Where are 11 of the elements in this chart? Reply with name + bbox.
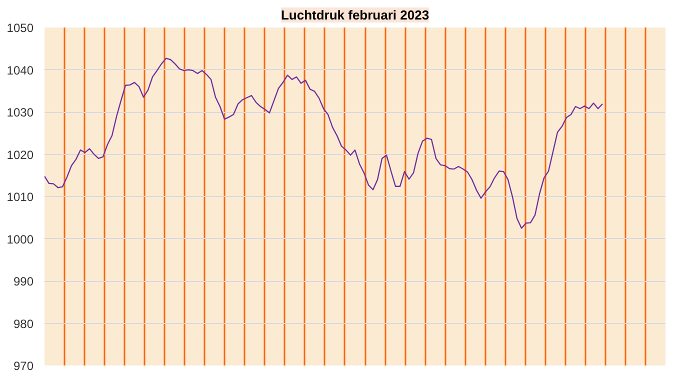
y-tick-label: 1030: [6, 106, 34, 120]
y-tick-label: 1040: [6, 63, 34, 78]
line-series: [44, 58, 604, 229]
y-tick-label: 970: [13, 359, 34, 373]
y-tick-label: 990: [13, 274, 34, 288]
y-tick-label: 1000: [6, 232, 34, 246]
y-tick-label: 980: [13, 316, 34, 331]
chart-title: Luchtdruk februari 2023: [280, 8, 430, 22]
y-tick-label: 1050: [6, 21, 34, 35]
y-tick-label: 1020: [6, 148, 34, 162]
y-tick-label: 1010: [6, 190, 34, 204]
